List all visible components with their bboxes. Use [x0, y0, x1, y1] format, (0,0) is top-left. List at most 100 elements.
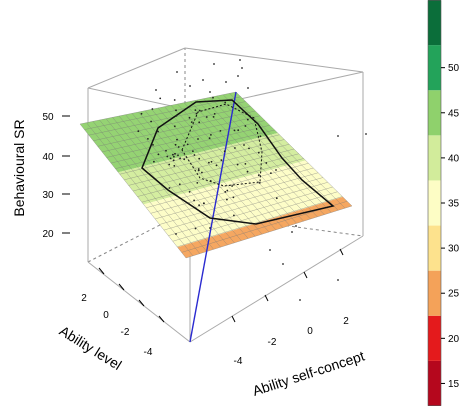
data-point: [237, 75, 239, 77]
grid-line: [106, 120, 266, 158]
data-point: [198, 157, 201, 160]
surface-band: [143, 160, 343, 248]
grid-line: [102, 115, 261, 153]
data-point: [244, 163, 247, 165]
data-point: [299, 299, 301, 301]
data-point: [213, 113, 216, 115]
data-point: [282, 263, 284, 265]
y-axis: 2 0 -2 -4: [81, 267, 165, 358]
data-point: [237, 129, 240, 132]
grid-line: [79, 91, 237, 125]
x-tick-neg4: -4: [234, 356, 243, 367]
data-point: [226, 198, 228, 201]
legend-tick-label: 35: [448, 199, 460, 210]
data-point: [198, 121, 201, 124]
grid-line: [115, 129, 275, 169]
data-point: [177, 146, 180, 148]
data-point: [194, 227, 197, 230]
z-tick-20: 20: [42, 229, 54, 240]
x-axis: -4 -2 0 2: [231, 248, 349, 367]
data-point: [174, 143, 177, 146]
y-axis-label: Ability level: [57, 322, 125, 373]
legend-tick-label: 45: [448, 108, 460, 119]
data-point: [198, 204, 201, 207]
data-point: [147, 138, 149, 140]
data-point: [188, 116, 191, 119]
grid-line: [137, 153, 299, 197]
grid-line: [124, 139, 285, 181]
grid-line: [159, 177, 324, 225]
y-tick-2: 2: [81, 293, 87, 304]
inner-contour: [181, 103, 263, 187]
data-point: [259, 135, 262, 138]
data-point: [275, 197, 278, 200]
data-point: [173, 125, 176, 128]
y-tick-neg2: -2: [121, 327, 130, 338]
data-point: [166, 155, 169, 158]
legend-band: [428, 45, 441, 91]
data-point: [183, 158, 186, 161]
data-point: [186, 143, 189, 146]
data-point: [213, 63, 215, 65]
grid-line: [177, 196, 343, 248]
data-point: [209, 180, 212, 182]
data-point: [151, 108, 154, 110]
grid-line: [146, 163, 309, 208]
data-point: [197, 169, 200, 172]
data-point: [215, 164, 218, 167]
data-point: [172, 159, 175, 162]
data-point: [337, 279, 339, 281]
data-point: [224, 191, 227, 193]
data-point: [209, 91, 211, 93]
data-point: [169, 157, 172, 160]
data-point: [225, 81, 227, 83]
legend-tick-label: 40: [448, 153, 460, 164]
legend-tick-label: 30: [448, 244, 460, 255]
color-legend: 15 20 25 30 35 40 45 50: [427, 0, 460, 406]
data-point: [236, 163, 239, 166]
data-point: [175, 115, 178, 117]
grid-line: [163, 182, 328, 231]
grid-line: [88, 101, 246, 136]
z-tick-30: 30: [42, 190, 54, 201]
grid-line: [141, 158, 304, 203]
data-point: [159, 97, 162, 100]
z-axis: 50 40 30 20: [42, 112, 70, 240]
data-point: [155, 89, 157, 91]
grid-line: [185, 205, 353, 259]
data-point: [137, 130, 140, 133]
data-point: [140, 112, 143, 115]
data-point: [197, 138, 199, 140]
data-point: [198, 109, 201, 112]
legend-tick-label: 25: [448, 289, 460, 300]
legend-band: [428, 315, 441, 361]
data-point: [226, 189, 229, 192]
z-tick-50: 50: [42, 112, 54, 123]
data-point: [223, 150, 226, 153]
data-point: [179, 157, 182, 160]
grid-line: [155, 172, 319, 220]
data-point: [208, 137, 211, 140]
grid-line: [84, 96, 241, 130]
legend-band: [428, 0, 441, 46]
outer-contour: [141, 99, 335, 225]
data-point: [295, 225, 297, 227]
data-point: [205, 116, 208, 118]
data-point: [173, 155, 175, 158]
y-tick-neg4: -4: [144, 347, 153, 358]
data-point: [212, 116, 215, 118]
legend-tick-label: 50: [448, 63, 460, 74]
grid-line: [119, 134, 280, 175]
data-point: [232, 196, 235, 199]
data-point: [246, 118, 249, 121]
data-point: [219, 130, 222, 132]
x-axis-label: Ability self-concept: [250, 348, 366, 399]
data-point: [365, 133, 367, 135]
data-point: [196, 182, 199, 184]
data-point: [175, 233, 177, 235]
data-point: [265, 162, 268, 164]
data-point: [270, 172, 272, 175]
grid-line: [172, 191, 338, 242]
data-point: [291, 231, 293, 233]
